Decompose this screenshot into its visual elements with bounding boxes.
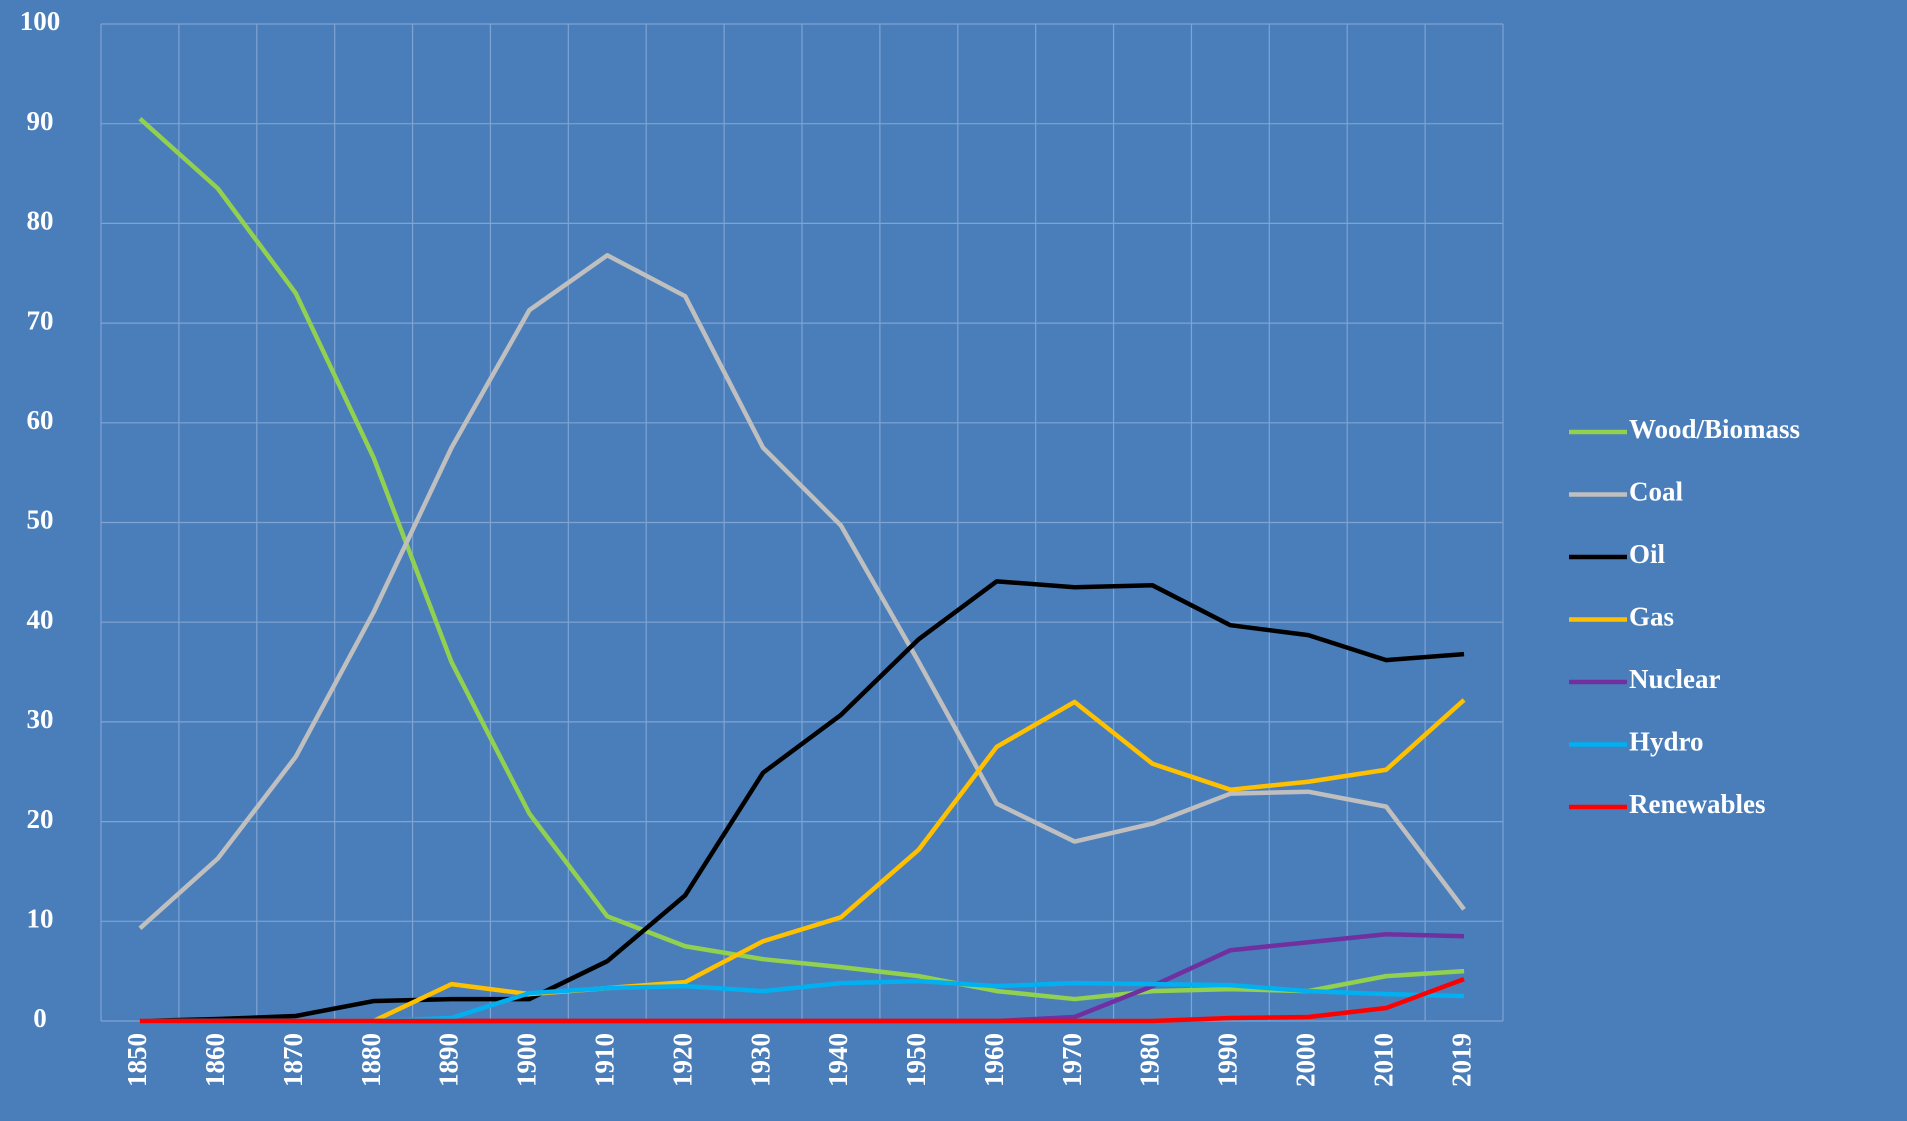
- x-tick-label: 1920: [667, 1033, 697, 1087]
- legend-label: Wood/Biomass: [1629, 414, 1800, 444]
- x-tick-label: 1950: [901, 1033, 931, 1087]
- series-line: [138, 253, 1466, 930]
- x-tick-label: 1900: [512, 1033, 542, 1087]
- y-tick-label: 70: [27, 305, 54, 335]
- x-tick-label: 1880: [356, 1033, 386, 1087]
- y-tick-label: 20: [27, 804, 54, 834]
- x-tick-label: 2000: [1290, 1033, 1320, 1087]
- series-line: [138, 117, 1465, 1002]
- legend-label: Coal: [1629, 477, 1683, 507]
- x-tick-label: 1990: [1213, 1033, 1243, 1087]
- legend-label: Renewables: [1629, 789, 1766, 819]
- legend-label: Gas: [1629, 602, 1674, 632]
- y-tick-label: 100: [20, 6, 61, 36]
- y-tick-label: 80: [27, 206, 54, 236]
- series-line: [139, 977, 1465, 1024]
- x-tick-label: 1860: [200, 1033, 230, 1087]
- x-tick-label: 1910: [589, 1033, 619, 1087]
- y-tick-label: 50: [27, 505, 54, 535]
- x-tick-label: 1980: [1135, 1033, 1165, 1087]
- x-tick-label: 1960: [979, 1033, 1009, 1087]
- y-tick-label: 10: [27, 904, 54, 934]
- y-tick-label: 40: [27, 604, 54, 634]
- y-tick-label: 60: [27, 405, 54, 435]
- legend-label: Nuclear: [1629, 664, 1720, 694]
- x-tick-label: 1870: [278, 1033, 308, 1087]
- series-line: [139, 579, 1465, 1024]
- x-tick-label: 1930: [745, 1033, 775, 1087]
- x-tick-label: 1850: [122, 1033, 152, 1087]
- x-tick-label: 1890: [434, 1033, 464, 1087]
- y-tick-label: 0: [33, 1003, 47, 1033]
- legend-label: Oil: [1629, 539, 1666, 569]
- legend-label: Hydro: [1629, 727, 1704, 757]
- x-tick-label: 1970: [1057, 1033, 1087, 1087]
- x-tick-label: 1940: [823, 1033, 853, 1087]
- y-tick-label: 90: [27, 106, 54, 136]
- y-tick-label: 30: [27, 704, 54, 734]
- x-tick-label: 2019: [1446, 1033, 1476, 1087]
- x-tick-label: 2010: [1368, 1033, 1398, 1087]
